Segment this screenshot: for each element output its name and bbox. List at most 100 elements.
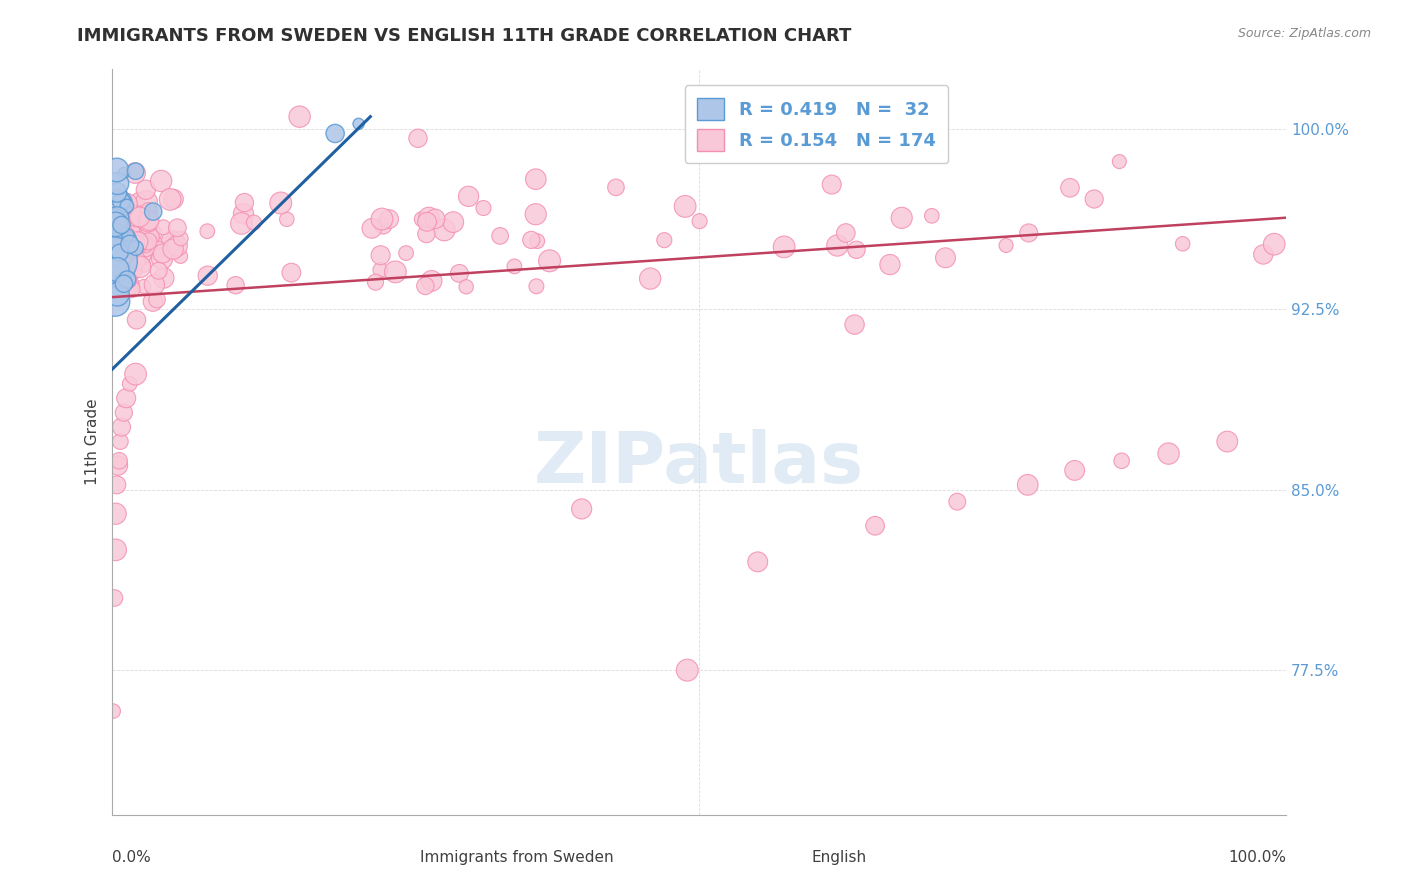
Point bbox=[170, 231, 193, 245]
Point bbox=[118, 237, 141, 252]
Point bbox=[107, 269, 129, 284]
Point bbox=[166, 239, 188, 253]
Point bbox=[135, 194, 157, 209]
Point bbox=[503, 260, 526, 274]
Point bbox=[112, 166, 135, 180]
Point bbox=[118, 232, 141, 246]
Point bbox=[104, 212, 127, 227]
Point bbox=[118, 237, 141, 252]
Point bbox=[108, 274, 131, 288]
Point bbox=[105, 186, 128, 200]
Point bbox=[1263, 237, 1285, 252]
Point bbox=[128, 193, 150, 207]
Point bbox=[122, 263, 145, 277]
Point bbox=[152, 271, 174, 285]
Point bbox=[107, 268, 129, 282]
Point bbox=[378, 212, 401, 227]
Point bbox=[456, 280, 478, 294]
Point bbox=[104, 217, 127, 231]
Point bbox=[104, 542, 127, 557]
Point bbox=[104, 507, 127, 521]
Point bbox=[827, 238, 849, 252]
Point bbox=[934, 251, 956, 265]
Point bbox=[1059, 181, 1081, 195]
Point bbox=[243, 216, 266, 230]
Point bbox=[169, 249, 191, 263]
Point bbox=[118, 248, 141, 262]
Point bbox=[103, 704, 125, 718]
Point bbox=[125, 209, 148, 223]
Point bbox=[159, 193, 181, 207]
Point bbox=[347, 117, 370, 131]
Point bbox=[821, 178, 844, 192]
Point bbox=[108, 454, 131, 468]
Point bbox=[103, 246, 125, 260]
Point bbox=[118, 252, 141, 266]
Point bbox=[1171, 236, 1194, 251]
Point bbox=[125, 313, 148, 327]
Point bbox=[676, 663, 699, 677]
Point bbox=[115, 272, 138, 286]
Point bbox=[652, 233, 675, 247]
Point bbox=[136, 214, 159, 228]
Point bbox=[323, 127, 346, 141]
Point bbox=[110, 218, 132, 232]
Point bbox=[117, 228, 139, 243]
Point bbox=[415, 279, 437, 293]
Point bbox=[449, 267, 471, 281]
Point bbox=[124, 253, 146, 268]
Point bbox=[105, 262, 128, 277]
Legend: R = 0.419   N =  32, R = 0.154   N = 174: R = 0.419 N = 32, R = 0.154 N = 174 bbox=[685, 85, 948, 163]
Point bbox=[115, 196, 138, 211]
Point bbox=[107, 197, 129, 211]
Point bbox=[148, 264, 170, 278]
Point bbox=[110, 434, 132, 449]
Point bbox=[127, 235, 149, 250]
Point bbox=[150, 174, 173, 188]
Point bbox=[526, 279, 548, 293]
Point bbox=[863, 518, 886, 533]
Point bbox=[524, 172, 547, 186]
Point bbox=[112, 277, 135, 291]
Point bbox=[108, 238, 131, 252]
Point bbox=[231, 217, 253, 231]
Point bbox=[124, 164, 146, 178]
Point bbox=[121, 227, 143, 241]
Point bbox=[673, 199, 696, 213]
Point bbox=[104, 294, 127, 309]
Point bbox=[270, 196, 292, 211]
Point bbox=[638, 271, 661, 285]
Point bbox=[472, 201, 495, 215]
Text: 100.0%: 100.0% bbox=[1227, 850, 1286, 865]
Point bbox=[148, 242, 170, 256]
Point bbox=[747, 555, 769, 569]
Point bbox=[415, 227, 437, 241]
Point bbox=[280, 266, 302, 280]
Point bbox=[1083, 192, 1105, 206]
Point bbox=[111, 252, 134, 267]
Point bbox=[107, 239, 129, 253]
Point bbox=[995, 238, 1018, 252]
Point bbox=[143, 238, 166, 252]
Point bbox=[105, 228, 128, 243]
Point bbox=[142, 204, 165, 219]
Point bbox=[288, 110, 311, 124]
Point bbox=[1216, 434, 1239, 449]
Point bbox=[232, 207, 254, 221]
Point bbox=[166, 220, 188, 235]
Point bbox=[689, 214, 711, 228]
Point bbox=[360, 221, 382, 235]
Point bbox=[1111, 454, 1133, 468]
Point bbox=[135, 239, 157, 253]
Point bbox=[433, 223, 456, 237]
Point bbox=[162, 192, 184, 206]
Point bbox=[118, 278, 141, 293]
Point bbox=[524, 207, 547, 221]
Point bbox=[134, 238, 156, 252]
Point bbox=[605, 180, 627, 194]
Point bbox=[197, 268, 219, 283]
Point bbox=[108, 215, 131, 229]
Point bbox=[371, 212, 394, 227]
Point bbox=[163, 235, 186, 249]
Point bbox=[105, 211, 128, 226]
